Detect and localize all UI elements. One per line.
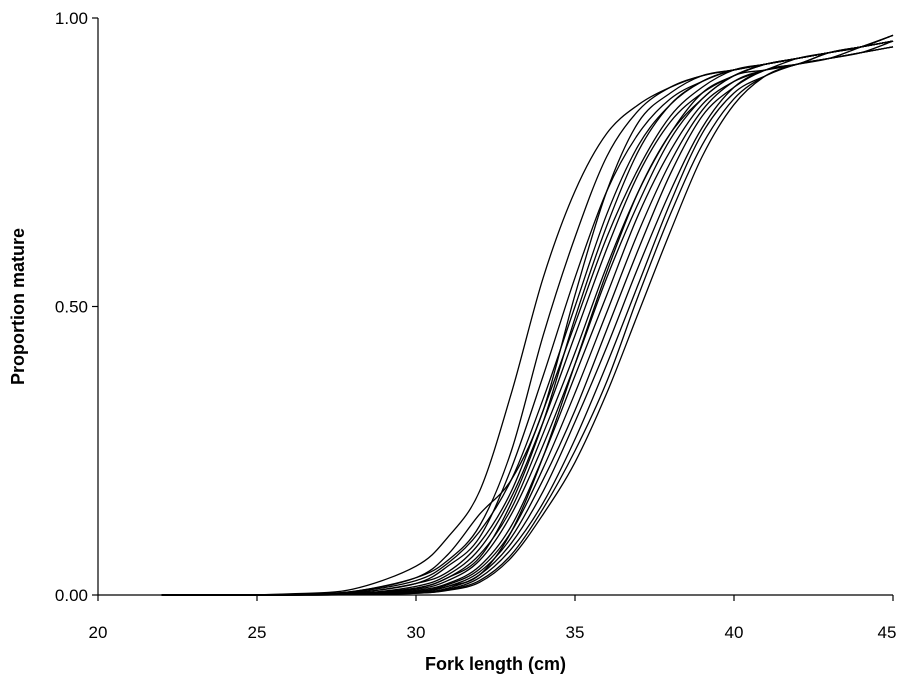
maturity-curve-14 [161, 40, 894, 596]
x-tick-label: 30 [407, 623, 426, 642]
maturity-curve-4 [161, 40, 894, 596]
maturity-curve-12 [161, 46, 894, 596]
maturity-curve-7 [161, 40, 894, 596]
y-tick-label: 1.00 [55, 9, 88, 28]
maturity-curve-9 [161, 40, 894, 596]
maturity-curve-11 [161, 34, 894, 596]
maturity-curve-2 [161, 40, 894, 596]
maturity-curve-10 [161, 40, 894, 596]
y-ticks: 0.00 0.50 1.00 [55, 9, 98, 605]
y-tick-label: 0.00 [55, 586, 88, 605]
x-tick-label: 20 [89, 623, 108, 642]
maturity-curve-18 [161, 40, 894, 596]
x-tick-label: 25 [248, 623, 267, 642]
y-axis-title: Proportion mature [8, 228, 28, 385]
x-axis-title: Fork length (cm) [425, 654, 566, 674]
y-tick-label: 0.50 [55, 298, 88, 317]
maturity-curve-16 [161, 40, 894, 596]
maturity-curve-5 [161, 40, 894, 596]
maturity-curve-13 [161, 46, 894, 596]
maturity-curve-17 [161, 34, 894, 596]
maturity-curve-1 [161, 40, 894, 596]
x-tick-label: 45 [878, 623, 897, 642]
x-tick-label: 40 [725, 623, 744, 642]
plot-lines [161, 34, 894, 596]
x-ticks: 20 25 30 35 40 45 [89, 595, 897, 642]
x-tick-label: 35 [566, 623, 585, 642]
maturity-curve-15 [161, 46, 894, 596]
